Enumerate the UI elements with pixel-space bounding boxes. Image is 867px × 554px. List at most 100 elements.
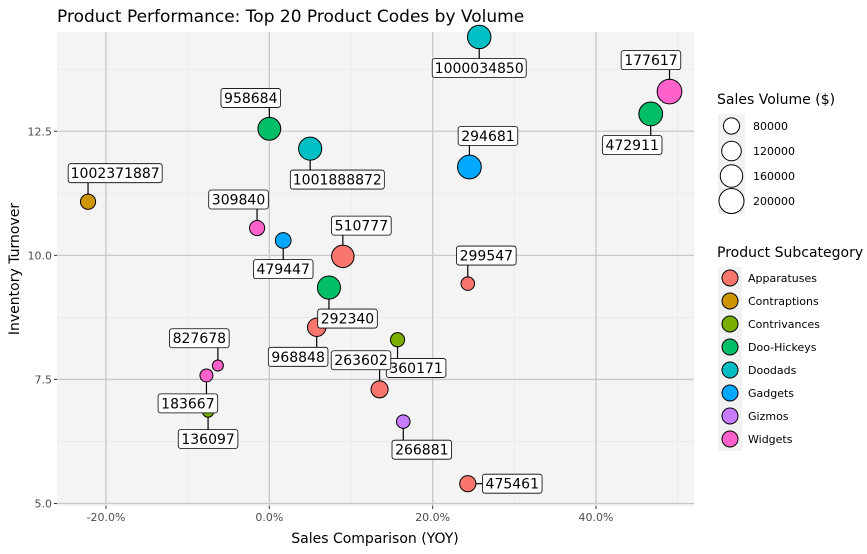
chart-title: Product Performance: Top 20 Product Code… xyxy=(57,7,524,27)
color-legend-label: Contraptions xyxy=(748,295,819,308)
color-legend-label: Gadgets xyxy=(748,387,794,400)
data-label: 1000034850 xyxy=(435,61,524,77)
data-point xyxy=(389,332,406,348)
color-legend-label: Doo-Hickeys xyxy=(748,341,817,354)
y-tick-label: 10.0 xyxy=(28,249,53,262)
size-legend-title: Sales Volume ($) xyxy=(717,92,835,108)
data-point xyxy=(331,244,355,269)
color-legend-label: Apparatuses xyxy=(748,272,817,285)
size-legend-key xyxy=(721,140,742,162)
data-label: 475461 xyxy=(486,477,539,493)
size-legend-label: 120000 xyxy=(753,145,795,158)
data-label-box xyxy=(457,125,519,146)
data-point xyxy=(459,475,477,493)
data-label: 266881 xyxy=(395,443,448,459)
x-tick-label: 20.0% xyxy=(415,511,450,524)
data-label-box xyxy=(620,50,682,71)
color-legend-key xyxy=(721,292,739,310)
data-point xyxy=(274,232,292,249)
data-point xyxy=(248,219,266,237)
data-points xyxy=(79,24,683,493)
data-point xyxy=(457,154,482,180)
data-label-box xyxy=(208,189,269,210)
data-label: 479447 xyxy=(256,262,309,278)
color-legend-label: Doodads xyxy=(748,364,797,377)
data-label: 472911 xyxy=(605,138,658,154)
size-legend-key xyxy=(722,117,741,135)
data-label-box xyxy=(157,393,219,414)
data-label: 510777 xyxy=(335,219,388,235)
data-label-box xyxy=(267,346,329,367)
axis-ticks: -20.0% 0.0% 20.0% 40.0% 5.0 7.5 10.0 12.5 xyxy=(28,125,614,524)
color-legend-key xyxy=(721,407,739,425)
data-label-box xyxy=(220,88,281,108)
color-legend-key xyxy=(721,338,739,356)
data-point xyxy=(199,368,214,383)
data-point xyxy=(638,101,664,127)
size-legend-label: 80000 xyxy=(753,120,788,133)
data-point xyxy=(370,380,389,399)
data-label-box xyxy=(67,163,163,184)
data-label: 136097 xyxy=(181,432,234,448)
plot-panel xyxy=(57,32,694,506)
y-tick-label: 12.5 xyxy=(28,125,53,138)
y-tick-label: 5.0 xyxy=(35,498,53,511)
x-tick-label: 0.0% xyxy=(255,511,283,524)
data-label-box xyxy=(431,58,527,78)
x-tick-label: 40.0% xyxy=(579,511,614,524)
x-tick-label: -20.0% xyxy=(87,511,126,524)
color-legend-label: Gizmos xyxy=(748,410,789,423)
x-axis-title: Sales Comparison (YOY) xyxy=(291,531,459,547)
data-label-box xyxy=(601,135,663,155)
data-labels: 1000034850 177617 472911 958684 1001888872 29… xyxy=(67,50,682,494)
data-label: 1001888872 xyxy=(293,173,382,189)
data-point xyxy=(460,276,476,291)
color-legend-key xyxy=(721,384,739,402)
y-tick-label: 7.5 xyxy=(35,373,53,386)
color-legend-key xyxy=(721,315,739,333)
data-point xyxy=(257,116,282,141)
data-label: 1002371887 xyxy=(71,166,160,182)
data-label-box xyxy=(391,439,453,460)
data-label-box xyxy=(177,429,239,449)
color-legend-label: Widgets xyxy=(748,433,793,446)
major-gridlines xyxy=(57,32,694,506)
data-label: 968848 xyxy=(271,350,324,366)
color-legend-label: Contrivances xyxy=(748,318,820,331)
data-label: 827678 xyxy=(173,331,226,347)
data-point xyxy=(316,275,342,300)
data-label: 309840 xyxy=(212,193,265,209)
data-point xyxy=(395,414,411,429)
size-legend-key xyxy=(718,188,745,214)
data-point xyxy=(466,24,492,50)
data-label-box xyxy=(482,473,543,494)
size-legend-label: 200000 xyxy=(753,195,795,208)
data-label-box xyxy=(289,169,385,190)
data-label: 183667 xyxy=(161,396,214,412)
data-point xyxy=(79,193,97,210)
color-legend-title: Product Subcategory xyxy=(717,245,863,261)
data-label-box xyxy=(169,328,230,349)
size-legend-key xyxy=(719,164,744,188)
data-label: 299547 xyxy=(460,249,513,265)
y-axis-title: Inventory Turnover xyxy=(7,203,23,335)
data-label: 958684 xyxy=(224,91,278,107)
data-point xyxy=(298,136,323,161)
data-label-box xyxy=(317,308,378,329)
size-legend-label: 160000 xyxy=(753,170,795,183)
data-label: 294681 xyxy=(461,129,514,145)
data-label: 177617 xyxy=(624,53,677,69)
data-point xyxy=(656,78,683,105)
data-label-box xyxy=(456,245,517,266)
size-legend: 80000 120000 160000 200000 xyxy=(718,114,795,214)
data-point xyxy=(211,359,224,372)
data-label-box xyxy=(331,215,392,236)
color-legend: Apparatuses Contraptions Contrivances Doo-H… xyxy=(718,267,820,451)
color-legend-key xyxy=(721,269,739,287)
color-legend-key xyxy=(721,430,739,448)
data-label-box xyxy=(253,259,314,280)
data-label: 292340 xyxy=(321,312,374,328)
data-label: 360171 xyxy=(389,361,442,377)
